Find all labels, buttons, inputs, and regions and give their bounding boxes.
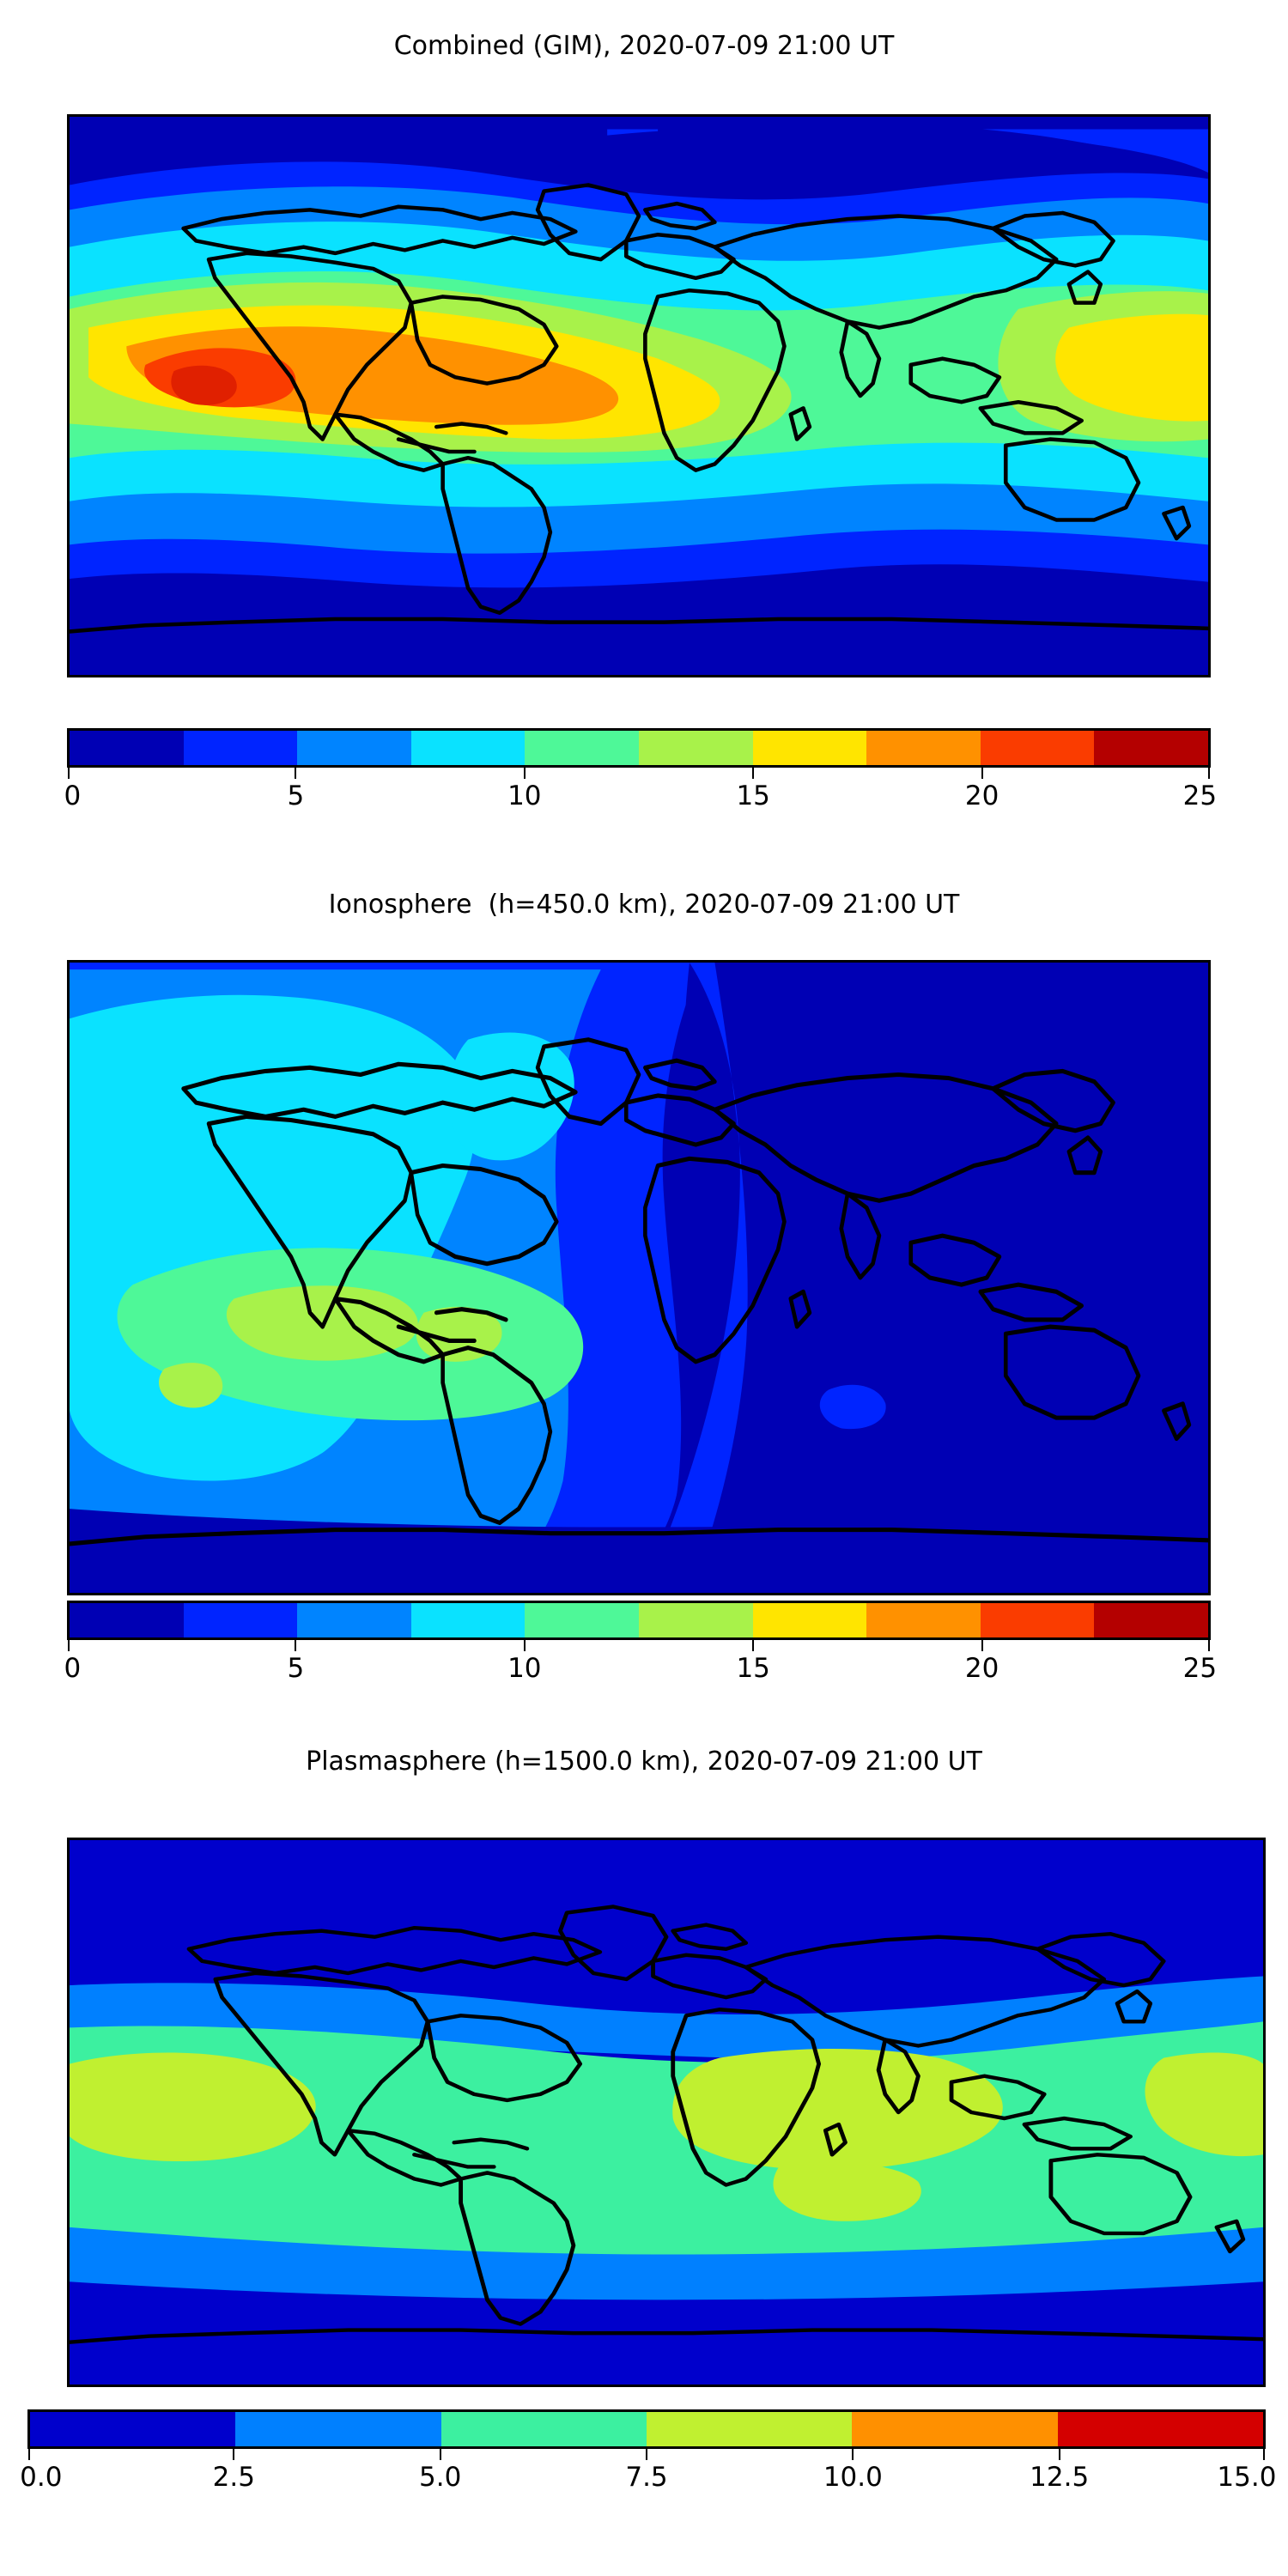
colorbar-label-1: 5: [287, 781, 305, 811]
colorbar-tick-5: [1208, 1640, 1210, 1651]
colorbar-ticks-ionosphere: [67, 1640, 1211, 1652]
panel-title-plasmasphere: Plasmasphere (h=1500.0 km), 2020-07-09 2…: [306, 1747, 982, 1777]
colorbar-label-6: 15.0: [1217, 2462, 1277, 2493]
colorbar-tick-2: [523, 1640, 526, 1651]
colorbar-band-7: [866, 731, 981, 765]
colorbar-gradient-ionosphere: [67, 1601, 1211, 1640]
colorbar-label-2: 5.0: [419, 2462, 462, 2493]
colorbar-band-0: [70, 1603, 184, 1637]
colorbar-label-0: 0: [64, 781, 82, 811]
colorbar-label-5: 12.5: [1030, 2462, 1090, 2493]
colorbar-band-4: [852, 2412, 1058, 2446]
colorbar-band-7: [866, 1603, 981, 1637]
colorbar-band-5: [1057, 2412, 1263, 2446]
colorbar-gradient-combined: [67, 728, 1211, 768]
colorbar-label-0: 0.0: [20, 2462, 63, 2493]
colorbar-tick-6: [1263, 2449, 1265, 2460]
colorbar-band-0: [70, 731, 184, 765]
colorbar-labels-combined: 0 5 10 15 20 25: [64, 780, 1217, 816]
colorbar-label-1: 5: [287, 1653, 305, 1684]
colorbar-tick-3: [752, 768, 755, 779]
colorbar-label-4: 20: [964, 781, 999, 811]
colorbar-label-3: 15: [736, 781, 770, 811]
colorbar-label-4: 10.0: [823, 2462, 883, 2493]
map-plasmasphere: [67, 1838, 1266, 2387]
colorbar-tick-2: [523, 768, 526, 779]
panel-title-combined: Combined (GIM), 2020-07-09 21:00 UT: [393, 31, 895, 61]
map-combined-gim: [67, 114, 1211, 677]
colorbar-label-5: 25: [1182, 781, 1218, 811]
colorbar-label-2: 10: [507, 781, 542, 811]
colorbar-tick-4: [852, 2449, 854, 2460]
colorbar-tick-0: [28, 2449, 30, 2460]
colorbar-band-3: [410, 1603, 526, 1637]
colorbar-label-1: 2.5: [212, 2462, 255, 2493]
colorbar-tick-3: [646, 2449, 647, 2460]
colorbar-label-3: 15: [736, 1653, 770, 1684]
colorbar-ticks-plasmasphere: [27, 2449, 1266, 2461]
contour-field-plasmasphere: [70, 1840, 1263, 2385]
map-inner-ionosphere: [70, 963, 1208, 1593]
colorbar-tick-1: [233, 2449, 235, 2460]
colorbar-tick-5: [1208, 768, 1210, 779]
colorbar-band-2: [440, 2412, 647, 2446]
colorbar-tick-1: [295, 1640, 297, 1651]
colorbar-band-9: [1094, 1603, 1208, 1637]
colorbar-band-8: [980, 731, 1095, 765]
colorbar-tick-0: [68, 1640, 70, 1651]
colorbar-tick-1: [295, 768, 297, 779]
colorbar-band-8: [980, 1603, 1095, 1637]
colorbar-tick-4: [981, 1640, 983, 1651]
colorbar-band-0: [30, 2412, 236, 2446]
colorbar-tick-2: [439, 2449, 441, 2460]
colorbar-tick-5: [1058, 2449, 1060, 2460]
colorbar-band-5: [638, 1603, 753, 1637]
colorbar-ionosphere: 0 5 10 15 20 25: [64, 1601, 1217, 1688]
colorbar-band-4: [525, 731, 639, 765]
colorbar-tick-3: [752, 1640, 755, 1651]
colorbar-band-9: [1094, 731, 1208, 765]
colorbar-band-1: [183, 1603, 298, 1637]
colorbar-band-3: [410, 731, 526, 765]
colorbar-label-3: 7.5: [625, 2462, 668, 2493]
colorbar-band-5: [638, 731, 753, 765]
colorbar-band-6: [752, 1603, 867, 1637]
colorbar-tick-0: [68, 768, 70, 779]
colorbar-ticks-combined: [67, 768, 1211, 780]
colorbar-band-2: [297, 731, 411, 765]
panel-title-ionosphere: Ionosphere (h=450.0 km), 2020-07-09 21:0…: [328, 890, 960, 920]
map-ionosphere: [67, 960, 1211, 1595]
colorbar-band-3: [646, 2412, 853, 2446]
colorbar-band-4: [525, 1603, 639, 1637]
colorbar-labels-ionosphere: 0 5 10 15 20 25: [64, 1652, 1217, 1688]
contour-field-combined: [70, 117, 1208, 675]
colorbar-combined: 0 5 10 15 20 25: [64, 728, 1217, 816]
colorbar-label-5: 25: [1182, 1653, 1218, 1684]
map-inner-plasmasphere: [70, 1840, 1263, 2385]
colorbar-tick-4: [981, 768, 983, 779]
colorbar-label-0: 0: [64, 1653, 82, 1684]
colorbar-band-1: [183, 731, 298, 765]
colorbar-label-4: 20: [964, 1653, 999, 1684]
colorbar-gradient-plasmasphere: [27, 2409, 1266, 2449]
colorbar-band-6: [752, 731, 867, 765]
colorbar-band-1: [235, 2412, 441, 2446]
colorbar-labels-plasmasphere: 0.0 2.5 5.0 7.5 10.0 12.5 15.0: [20, 2461, 1276, 2497]
colorbar-plasmasphere: 0.0 2.5 5.0 7.5 10.0 12.5 15.0: [20, 2409, 1276, 2497]
contour-field-ionosphere: [70, 963, 1208, 1593]
colorbar-band-2: [297, 1603, 411, 1637]
map-inner-combined: [70, 117, 1208, 675]
colorbar-label-2: 10: [507, 1653, 542, 1684]
